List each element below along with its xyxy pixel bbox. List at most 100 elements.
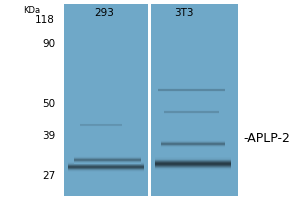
Bar (155, 169, 231, 170)
Bar (158, 91, 225, 92)
Bar (161, 146, 225, 147)
Bar (155, 157, 231, 158)
Bar (74, 160, 141, 161)
Bar (164, 111, 219, 112)
Bar (80, 125, 122, 126)
Bar (161, 147, 225, 148)
Text: 27: 27 (42, 171, 55, 181)
Bar (164, 110, 219, 111)
Text: 90: 90 (42, 39, 55, 49)
Bar (164, 113, 219, 114)
Bar (161, 144, 225, 145)
Bar (155, 165, 231, 166)
Bar (161, 142, 225, 143)
Bar (74, 161, 141, 162)
Bar (164, 111, 219, 112)
Bar (68, 168, 144, 169)
Bar (80, 124, 122, 125)
Bar (74, 163, 141, 164)
Bar (164, 110, 219, 111)
Bar (164, 113, 219, 114)
Bar (68, 170, 144, 171)
Bar (164, 112, 219, 113)
Bar (80, 125, 122, 126)
Bar (155, 162, 231, 163)
Bar (164, 112, 219, 113)
Bar (158, 89, 225, 90)
Bar (68, 165, 144, 166)
Bar (68, 163, 144, 164)
Bar (74, 157, 141, 158)
Bar (161, 144, 225, 145)
Bar (80, 123, 122, 124)
Bar (80, 125, 122, 126)
Bar (155, 168, 231, 169)
Bar (155, 159, 231, 160)
Bar (164, 113, 219, 114)
Bar (158, 91, 225, 92)
Bar (74, 159, 141, 160)
Bar (155, 167, 231, 168)
Bar (161, 143, 225, 144)
Bar (68, 162, 144, 163)
Bar (80, 126, 122, 127)
Bar (155, 166, 231, 167)
Bar (155, 163, 231, 164)
Bar (158, 89, 225, 90)
Bar (68, 167, 144, 168)
Bar (80, 124, 122, 125)
Bar (155, 161, 231, 162)
Bar (155, 160, 231, 161)
Text: KDa: KDa (23, 6, 40, 15)
Bar (74, 156, 141, 157)
Bar (161, 140, 225, 141)
Bar (80, 126, 122, 127)
Text: 293: 293 (94, 8, 115, 18)
Bar (158, 89, 225, 90)
Bar (158, 88, 225, 89)
Bar (68, 169, 144, 170)
Bar (155, 164, 231, 165)
Text: 50: 50 (42, 99, 55, 109)
Bar (161, 145, 225, 146)
Bar (80, 123, 122, 124)
Bar (80, 124, 122, 125)
Bar (74, 160, 141, 161)
Bar (64, 4, 238, 196)
Bar (74, 158, 141, 159)
Bar (161, 146, 225, 147)
Bar (155, 163, 231, 164)
Bar (74, 162, 141, 163)
Text: 3T3: 3T3 (175, 8, 194, 18)
Bar (74, 158, 141, 159)
Bar (158, 90, 225, 91)
Bar (155, 166, 231, 167)
Bar (74, 162, 141, 163)
Bar (158, 88, 225, 89)
Bar (74, 161, 141, 162)
Bar (155, 158, 231, 159)
Bar (161, 146, 225, 147)
Bar (158, 90, 225, 91)
Bar (161, 141, 225, 142)
Bar (161, 140, 225, 141)
Bar (74, 156, 141, 157)
Bar (68, 164, 144, 165)
Bar (161, 145, 225, 146)
Bar (158, 88, 225, 89)
Bar (158, 90, 225, 91)
Bar (164, 112, 219, 113)
Bar (155, 165, 231, 166)
Bar (155, 158, 231, 159)
Bar (161, 141, 225, 142)
Bar (155, 167, 231, 168)
Bar (155, 164, 231, 165)
Text: -APLP-2: -APLP-2 (244, 132, 291, 146)
Bar (74, 162, 141, 163)
Text: 39: 39 (42, 131, 55, 141)
Bar (158, 91, 225, 92)
Bar (148, 4, 151, 196)
Text: 118: 118 (35, 15, 55, 25)
Bar (164, 110, 219, 111)
Bar (74, 157, 141, 158)
